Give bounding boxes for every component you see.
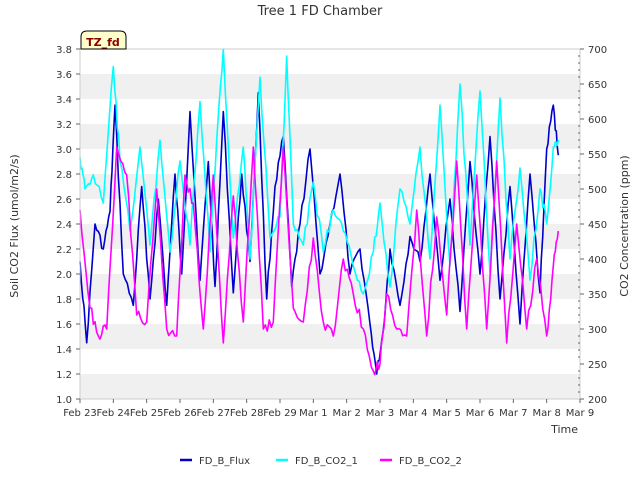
x-tick-label: Feb 29 <box>263 408 297 419</box>
grid-band <box>80 49 580 74</box>
series-line-fd-b-co2-1 <box>79 48 560 295</box>
y-tick-label: 3.0 <box>56 145 72 156</box>
y2-tick-label: 200 <box>588 395 607 406</box>
y2-tick-label: 450 <box>588 220 607 231</box>
y2-axis-label: CO2 Concentration (ppm) <box>618 155 631 296</box>
x-tick-label: Mar 3 <box>366 408 394 419</box>
grid-band <box>80 374 580 399</box>
grid-band <box>80 299 580 324</box>
x-tick-label: Feb 28 <box>230 408 264 419</box>
y2-tick-label: 700 <box>588 45 607 56</box>
chart-title: Tree 1 FD Chamber <box>257 4 383 19</box>
y-tick-label: 2.6 <box>56 195 72 206</box>
y-axis-label: Soil CO2 Flux (umol/m2/s) <box>8 154 21 297</box>
series-line-fd-b-flux <box>79 91 560 375</box>
y-tick-label: 1.4 <box>56 345 72 356</box>
y-axis-right: 200 250 300 350 400 450 500 550 600 650 700 <box>578 45 607 406</box>
grid-band <box>80 124 580 149</box>
y2-tick-label: 350 <box>588 290 607 301</box>
grid-band <box>80 274 580 299</box>
y-tick-label: 3.6 <box>56 70 72 81</box>
x-tick-label: Feb 25 <box>130 408 164 419</box>
series-layer <box>79 48 560 376</box>
y-tick-label: 1.6 <box>56 320 72 331</box>
y-tick-label: 3.8 <box>56 45 72 56</box>
y2-tick-label: 300 <box>588 325 607 336</box>
x-tick-label: Feb 23 <box>63 408 97 419</box>
y-tick-label: 2.2 <box>56 245 72 256</box>
x-tick-label: Mar 6 <box>466 408 494 419</box>
y-axis-left: 1.0 1.2 1.4 1.6 1.8 2.0 2.2 2.4 2.6 2.8 3.0 3.2 3.4 3… <box>56 45 80 406</box>
y-tick-label: 1.0 <box>56 395 72 406</box>
y-tick-label: 1.8 <box>56 295 72 306</box>
grid-band <box>80 349 580 374</box>
x-tick-label: Mar 5 <box>432 408 460 419</box>
y2-tick-label: 550 <box>588 150 607 161</box>
y-tick-label: 2.0 <box>56 270 72 281</box>
x-tick-label: Feb 24 <box>97 408 131 419</box>
grid-band <box>80 74 580 99</box>
y-tick-label: 3.2 <box>56 120 72 131</box>
x-tick-label: Mar 8 <box>532 408 560 419</box>
site-badge-label: TZ_fd <box>86 36 120 49</box>
site-badge: TZ_fd <box>80 30 127 50</box>
legend-label: FD_B_Flux <box>199 456 250 467</box>
x-tick-label: Mar 1 <box>299 408 327 419</box>
x-tick-label: Feb 26 <box>163 408 197 419</box>
legend: FD_B_Flux FD_B_CO2_1 FD_B_CO2_2 <box>180 456 462 467</box>
y2-tick-label: 500 <box>588 185 607 196</box>
y2-tick-label: 400 <box>588 255 607 266</box>
y-tick-label: 3.4 <box>56 95 72 106</box>
x-axis-label: Time <box>550 423 578 436</box>
grid-band <box>80 249 580 274</box>
y2-tick-label: 250 <box>588 360 607 371</box>
x-axis: Feb 23 Feb 24 Feb 25 Feb 26 Feb 27 Feb 28 Feb … <box>63 399 594 419</box>
y2-tick-label: 650 <box>588 80 607 91</box>
x-tick-label: Mar 9 <box>566 408 594 419</box>
x-tick-label: Mar 7 <box>499 408 527 419</box>
y-tick-label: 1.2 <box>56 370 72 381</box>
series-line-fd-b-co2-2 <box>79 146 560 376</box>
y-tick-label: 2.4 <box>56 220 72 231</box>
y2-tick-label: 600 <box>588 115 607 126</box>
x-tick-label: Mar 2 <box>332 408 360 419</box>
x-tick-label: Feb 27 <box>197 408 231 419</box>
legend-label: FD_B_CO2_1 <box>295 456 358 467</box>
y-tick-label: 2.8 <box>56 170 72 181</box>
grid-band <box>80 99 580 124</box>
x-tick-label: Mar 4 <box>399 408 427 419</box>
legend-label: FD_B_CO2_2 <box>399 456 462 467</box>
